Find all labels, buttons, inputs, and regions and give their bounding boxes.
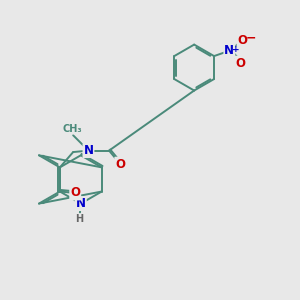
Text: CH₃: CH₃ [63, 124, 82, 134]
Text: O: O [236, 57, 246, 70]
Text: N: N [83, 144, 94, 157]
Text: +: + [232, 45, 240, 54]
Text: N: N [224, 44, 234, 57]
Text: N: N [76, 197, 86, 210]
Text: −: − [246, 31, 256, 44]
Text: H: H [75, 214, 83, 224]
Text: O: O [115, 158, 125, 171]
Text: O: O [238, 34, 248, 47]
Text: O: O [70, 187, 80, 200]
